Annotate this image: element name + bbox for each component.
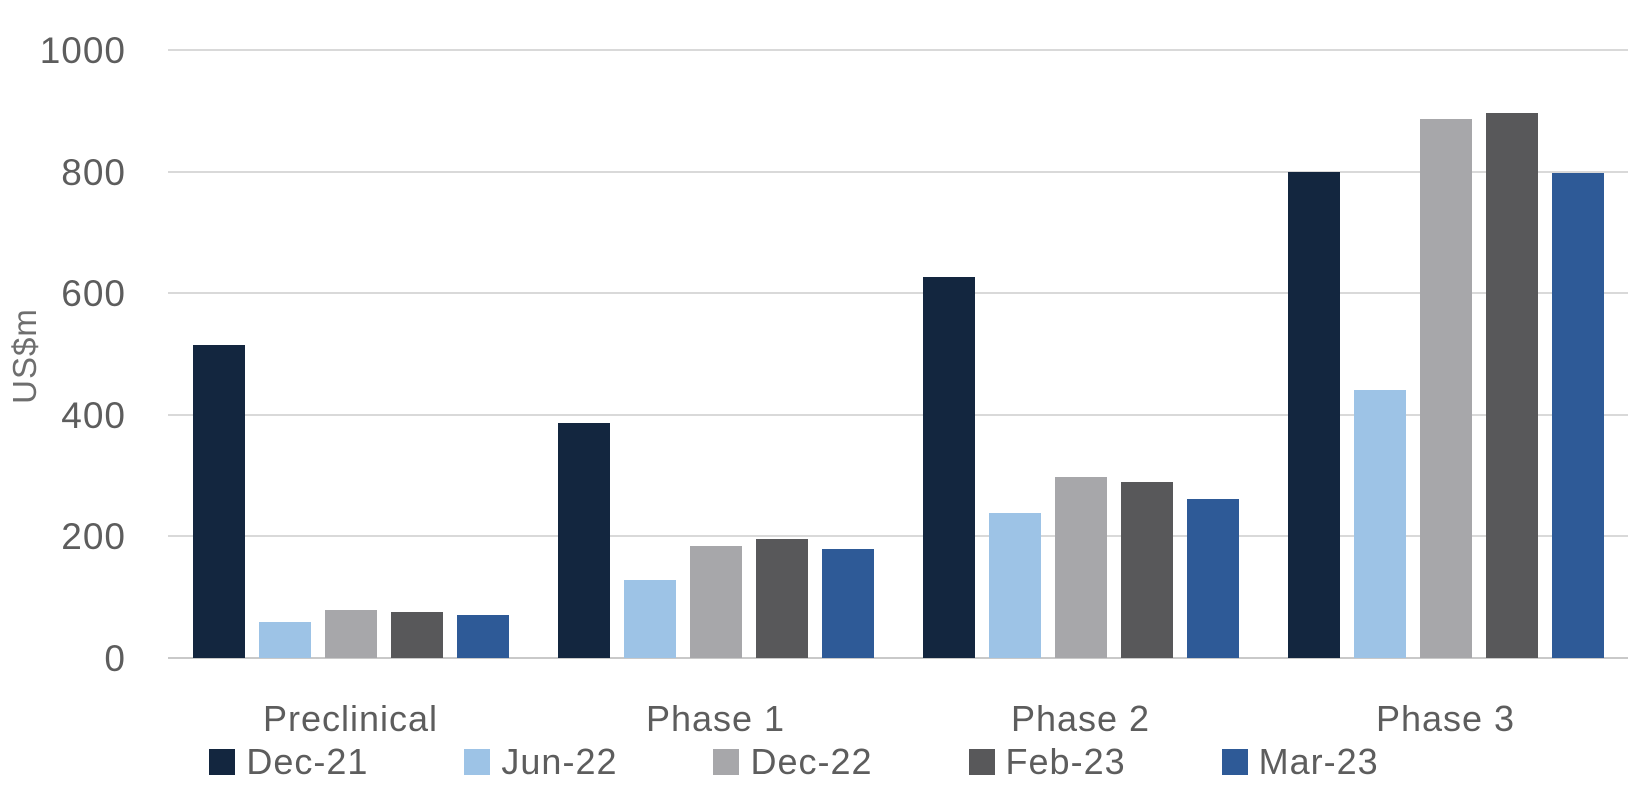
gridline-y-1000 (168, 49, 1628, 51)
bar-mar-23-phase-1 (821, 548, 874, 658)
x-category-label-phase-1: Phase 1 (645, 698, 786, 739)
legend-item-dec-22: Dec-22 (713, 744, 872, 780)
bar-dec-21-preclinical (192, 344, 245, 658)
bar-dec-21-phase-2 (922, 276, 975, 658)
x-category-label-phase-2: Phase 2 (1010, 698, 1151, 739)
bar-mar-23-preclinical (456, 615, 509, 658)
bar-dec-21-phase-1 (557, 422, 610, 658)
legend: Dec-21 Jun-22 Dec-22 Feb-23 Mar-23 (0, 744, 1588, 780)
y-tick-label-200: 200 (61, 516, 126, 558)
gridline-y-200 (168, 535, 1628, 538)
legend-label-dec-21: Dec-21 (246, 741, 369, 782)
bar-jun-22-phase-1 (623, 580, 676, 658)
legend-label-dec-22: Dec-22 (750, 741, 873, 782)
legend-swatch-dec-21 (209, 749, 236, 775)
bar-mar-23-phase-3 (1551, 173, 1604, 658)
y-tick-label-800: 800 (61, 151, 126, 193)
legend-label-jun-22: Jun-22 (501, 741, 618, 782)
bar-dec-22-phase-3 (1419, 119, 1472, 658)
bar-jun-22-phase-3 (1353, 389, 1406, 658)
y-tick-label-1000: 1000 (39, 30, 126, 71)
gridline-y-800 (168, 170, 1628, 173)
x-category-label-preclinical: Preclinical (262, 698, 439, 739)
bar-feb-23-phase-2 (1120, 482, 1173, 658)
legend-swatch-jun-22 (464, 749, 491, 775)
bar-dec-21-phase-3 (1287, 171, 1340, 658)
gridline-y-400 (168, 413, 1628, 416)
bar-dec-22-phase-1 (689, 545, 742, 658)
bar-feb-23-phase-1 (755, 538, 808, 658)
legend-item-feb-23: Feb-23 (968, 741, 1126, 782)
x-category-label-phase-3: Phase 3 (1375, 698, 1516, 739)
legend-item-dec-21: Dec-21 (209, 744, 368, 780)
bar-mar-23-phase-2 (1186, 498, 1239, 658)
y-tick-label-0: 0 (104, 638, 126, 679)
bar-feb-23-preclinical (390, 612, 443, 658)
y-axis-title: US$m (6, 308, 43, 404)
bar-jun-22-preclinical (258, 621, 311, 658)
bar-dec-22-preclinical (324, 609, 377, 658)
y-tick-label-400: 400 (61, 394, 126, 436)
bar-feb-23-phase-3 (1485, 113, 1538, 658)
legend-item-mar-23: Mar-23 (1221, 741, 1379, 782)
legend-swatch-dec-22 (713, 749, 740, 775)
legend-label-mar-23: Mar-23 (1258, 741, 1379, 782)
legend-label-feb-23: Feb-23 (1005, 741, 1126, 782)
x-axis-line (168, 657, 1628, 659)
gridline-y-600 (168, 292, 1628, 295)
legend-swatch-mar-23 (1221, 749, 1248, 775)
legend-swatch-feb-23 (968, 749, 995, 775)
bar-jun-22-phase-2 (988, 513, 1041, 658)
y-tick-label-600: 600 (61, 273, 126, 315)
legend-item-jun-22: Jun-22 (464, 744, 617, 780)
bar-dec-22-phase-2 (1054, 477, 1107, 658)
